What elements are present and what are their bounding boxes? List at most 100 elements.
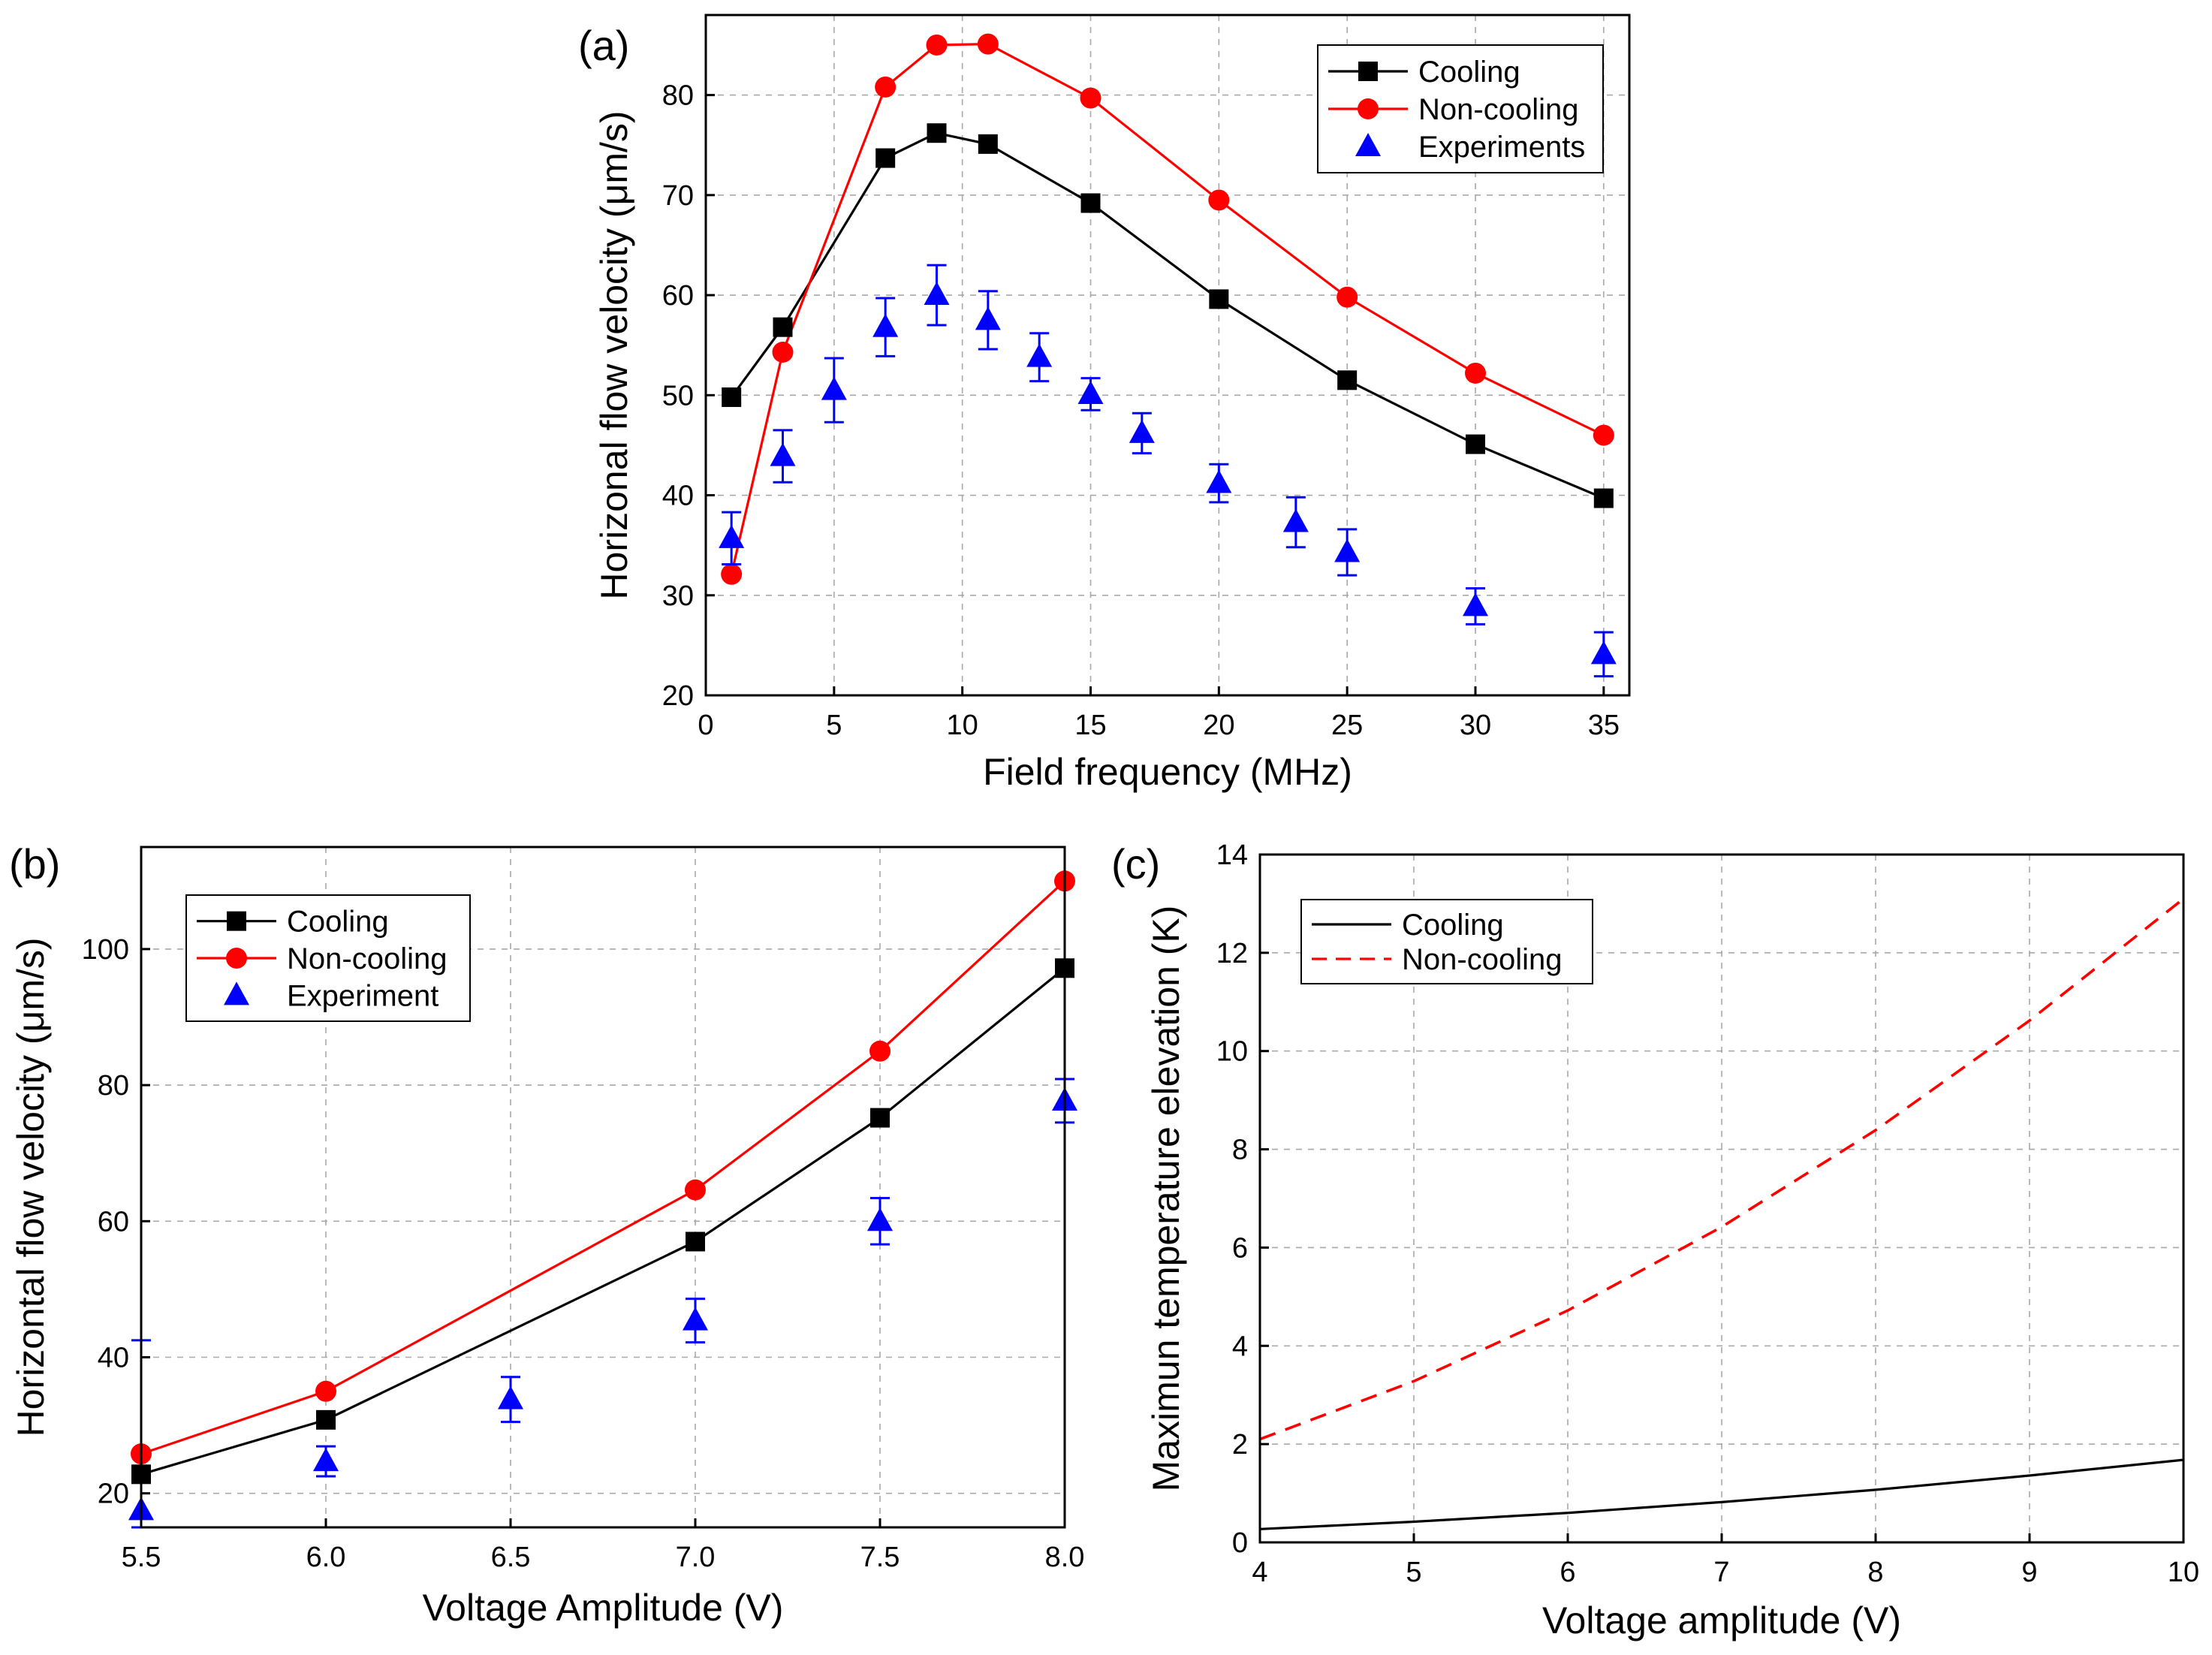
data-point-experiments xyxy=(975,306,1001,330)
legend-marker-experiment xyxy=(224,981,249,1005)
x-tick-label: 8.0 xyxy=(1045,1542,1085,1573)
legend-marker-cooling xyxy=(1358,62,1378,81)
data-point-non-cooling xyxy=(1337,286,1358,308)
plot-frame xyxy=(704,14,1631,697)
y-tick-label: 60 xyxy=(98,1206,129,1237)
panel-2: 4 5 6 7 8 9 10 0 2 4 6 8 10 12 14 Voltage amplitude (V)… xyxy=(1111,840,2199,1641)
x-axis-label: Voltage Amplitude (V) xyxy=(423,1587,784,1629)
data-point-experiment xyxy=(683,1307,708,1331)
x-tick-label: 6 xyxy=(1560,1557,1575,1588)
y-tick-label: 12 xyxy=(1216,938,1248,969)
x-tick-label: 4 xyxy=(1252,1557,1267,1588)
data-point-experiments xyxy=(1282,508,1309,532)
data-point-non-cooling xyxy=(926,34,948,56)
data-point-experiment xyxy=(313,1448,339,1472)
y-tick-label: 50 xyxy=(662,380,694,411)
data-point-experiments xyxy=(821,376,847,400)
data-point-non-cooling xyxy=(1465,362,1486,384)
y-tick-label: 2 xyxy=(1232,1429,1248,1461)
data-point-cooling xyxy=(875,148,896,168)
data-point-experiment xyxy=(498,1385,523,1409)
x-axis-label: Voltage amplitude (V) xyxy=(1542,1599,1901,1641)
x-tick-label: 25 xyxy=(1331,710,1363,741)
y-tick-label: 6 xyxy=(1232,1232,1248,1264)
data-point-non-cooling xyxy=(315,1380,336,1402)
data-point-cooling xyxy=(773,317,793,337)
y-tick-label: 30 xyxy=(662,580,694,612)
x-axis-label: Field frequency (MHz) xyxy=(983,751,1352,793)
series-line-cooling xyxy=(1260,1458,2183,1530)
x-tick-label: 5 xyxy=(1406,1557,1421,1588)
legend-marker-non-cooling xyxy=(1358,98,1379,119)
legend-marker-non-cooling xyxy=(226,948,247,969)
data-point-experiments xyxy=(872,313,899,337)
y-tick-label: 14 xyxy=(1216,840,1248,871)
series-line-cooling xyxy=(730,131,1605,500)
y-tick-label: 20 xyxy=(98,1479,129,1510)
panel-label: (b) xyxy=(9,840,60,888)
data-point-cooling xyxy=(686,1231,705,1252)
y-tick-label: 10 xyxy=(1216,1036,1248,1068)
data-point-experiments xyxy=(924,282,950,306)
y-tick-label: 70 xyxy=(662,180,694,212)
x-tick-label: 5.5 xyxy=(122,1542,161,1573)
legend-label-experiments: Experiments xyxy=(1418,131,1585,164)
data-point-experiments xyxy=(719,524,745,548)
data-point-experiments xyxy=(1334,538,1361,562)
data-point-non-cooling xyxy=(869,1040,891,1062)
x-tick-label: 6.0 xyxy=(306,1542,346,1573)
data-point-experiment xyxy=(867,1207,893,1231)
legend-label-cooling: Cooling xyxy=(287,906,389,939)
x-tick-label: 6.5 xyxy=(491,1542,531,1573)
y-axis-label: Horizontal flow velocity (μm/s) xyxy=(10,937,52,1436)
data-point-experiments xyxy=(1129,419,1155,443)
y-axis-label: Horizonal flow velocity (μm/s) xyxy=(593,110,635,599)
legend-marker-cooling xyxy=(227,911,246,931)
legend-label-cooling: Cooling xyxy=(1402,909,1504,942)
data-point-non-cooling xyxy=(1208,189,1230,211)
y-tick-label: 80 xyxy=(98,1070,129,1102)
legend-label-non-cooling: Non-cooling xyxy=(1402,943,1562,976)
data-point-non-cooling xyxy=(685,1179,706,1201)
series-line-non-cooling xyxy=(730,43,1605,575)
y-tick-label: 4 xyxy=(1232,1331,1248,1362)
data-point-experiments xyxy=(1206,469,1232,493)
y-tick-label: 8 xyxy=(1232,1135,1248,1166)
panel-label: (c) xyxy=(1111,840,1160,888)
legend-label-cooling: Cooling xyxy=(1418,56,1520,89)
x-tick-label: 8 xyxy=(1867,1557,1883,1588)
y-axis-label: Maximun temperature elevation (K) xyxy=(1145,906,1187,1492)
x-tick-label: 20 xyxy=(1203,710,1234,741)
data-point-experiments xyxy=(1077,380,1104,404)
x-tick-label: 10 xyxy=(2168,1557,2199,1588)
data-point-cooling xyxy=(1209,289,1229,309)
data-point-cooling xyxy=(927,123,947,143)
data-point-experiments xyxy=(1590,641,1617,665)
series-line-non-cooling xyxy=(1260,897,2183,1441)
x-tick-label: 7.0 xyxy=(676,1542,716,1573)
legend-label-non-cooling: Non-cooling xyxy=(1418,93,1578,126)
legend: Cooling Non-cooling Experiments xyxy=(1317,44,1604,173)
data-point-non-cooling xyxy=(721,563,743,585)
y-tick-label: 0 xyxy=(1232,1527,1248,1559)
data-point-non-cooling xyxy=(1593,424,1614,446)
y-tick-label: 40 xyxy=(98,1343,129,1374)
legend-label-non-cooling: Non-cooling xyxy=(287,942,447,975)
x-tick-label: 0 xyxy=(698,710,713,741)
x-tick-label: 9 xyxy=(2021,1557,2037,1588)
y-tick-label: 60 xyxy=(662,280,694,312)
y-tick-label: 20 xyxy=(662,680,694,712)
data-point-cooling xyxy=(316,1409,336,1430)
x-tick-label: 7.5 xyxy=(860,1542,900,1573)
x-tick-label: 5 xyxy=(826,710,842,741)
y-tick-label: 40 xyxy=(662,481,694,512)
data-point-non-cooling xyxy=(875,76,897,98)
data-point-cooling xyxy=(870,1108,890,1128)
data-point-cooling xyxy=(1337,370,1358,390)
data-point-non-cooling xyxy=(1080,87,1101,109)
data-point-cooling xyxy=(1080,193,1101,213)
data-point-cooling xyxy=(722,387,742,407)
